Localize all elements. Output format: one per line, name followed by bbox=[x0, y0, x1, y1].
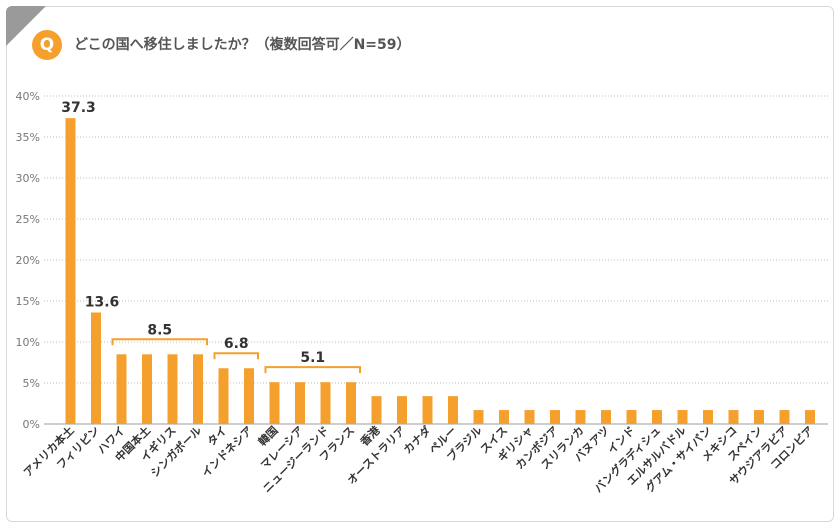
bar bbox=[626, 410, 637, 424]
y-tick-label: 0% bbox=[23, 418, 40, 431]
bar bbox=[116, 354, 127, 424]
bar bbox=[550, 410, 560, 424]
data-label: 37.3 bbox=[61, 100, 96, 116]
bar bbox=[65, 118, 76, 424]
data-label: 13.6 bbox=[85, 294, 120, 310]
y-tick-label: 15% bbox=[16, 295, 40, 308]
bar bbox=[346, 382, 356, 424]
bar bbox=[728, 410, 739, 424]
bar bbox=[167, 354, 178, 424]
bar bbox=[269, 382, 280, 424]
group-bracket bbox=[213, 352, 259, 360]
bar bbox=[91, 312, 101, 424]
group-bracket bbox=[111, 338, 208, 346]
y-tick-label: 35% bbox=[16, 131, 40, 144]
bar bbox=[218, 368, 229, 424]
bar bbox=[397, 396, 407, 424]
data-label: 5.1 bbox=[300, 350, 325, 366]
bar bbox=[142, 354, 152, 424]
bar bbox=[754, 410, 764, 424]
data-label: 8.5 bbox=[147, 322, 172, 338]
y-tick-label: 40% bbox=[16, 90, 40, 103]
bar bbox=[524, 410, 535, 424]
bar bbox=[601, 410, 611, 424]
bar bbox=[677, 410, 688, 424]
y-tick-label: 10% bbox=[16, 336, 40, 349]
question-badge: Q bbox=[32, 30, 62, 60]
bar bbox=[499, 410, 509, 424]
bar bbox=[805, 410, 815, 424]
bar bbox=[652, 410, 662, 424]
chart-frame bbox=[6, 6, 834, 522]
y-tick-label: 5% bbox=[23, 377, 40, 390]
bar bbox=[448, 396, 458, 424]
bar bbox=[371, 396, 382, 424]
data-label: 6.8 bbox=[224, 336, 249, 352]
question-title: どこの国へ移住しましたか？（複数回答可／N=59） bbox=[74, 37, 411, 53]
bar bbox=[193, 354, 203, 424]
bar bbox=[473, 410, 484, 424]
y-tick-label: 25% bbox=[16, 213, 40, 226]
category-label: カナダ bbox=[400, 423, 433, 456]
y-tick-label: 20% bbox=[16, 254, 40, 267]
bar bbox=[703, 410, 713, 424]
bar bbox=[575, 410, 586, 424]
bar bbox=[779, 410, 790, 424]
y-tick-label: 30% bbox=[16, 172, 40, 185]
bar bbox=[422, 396, 433, 424]
bar bbox=[244, 368, 254, 424]
group-bracket bbox=[264, 366, 361, 374]
bar bbox=[295, 382, 305, 424]
bar bbox=[320, 382, 331, 424]
